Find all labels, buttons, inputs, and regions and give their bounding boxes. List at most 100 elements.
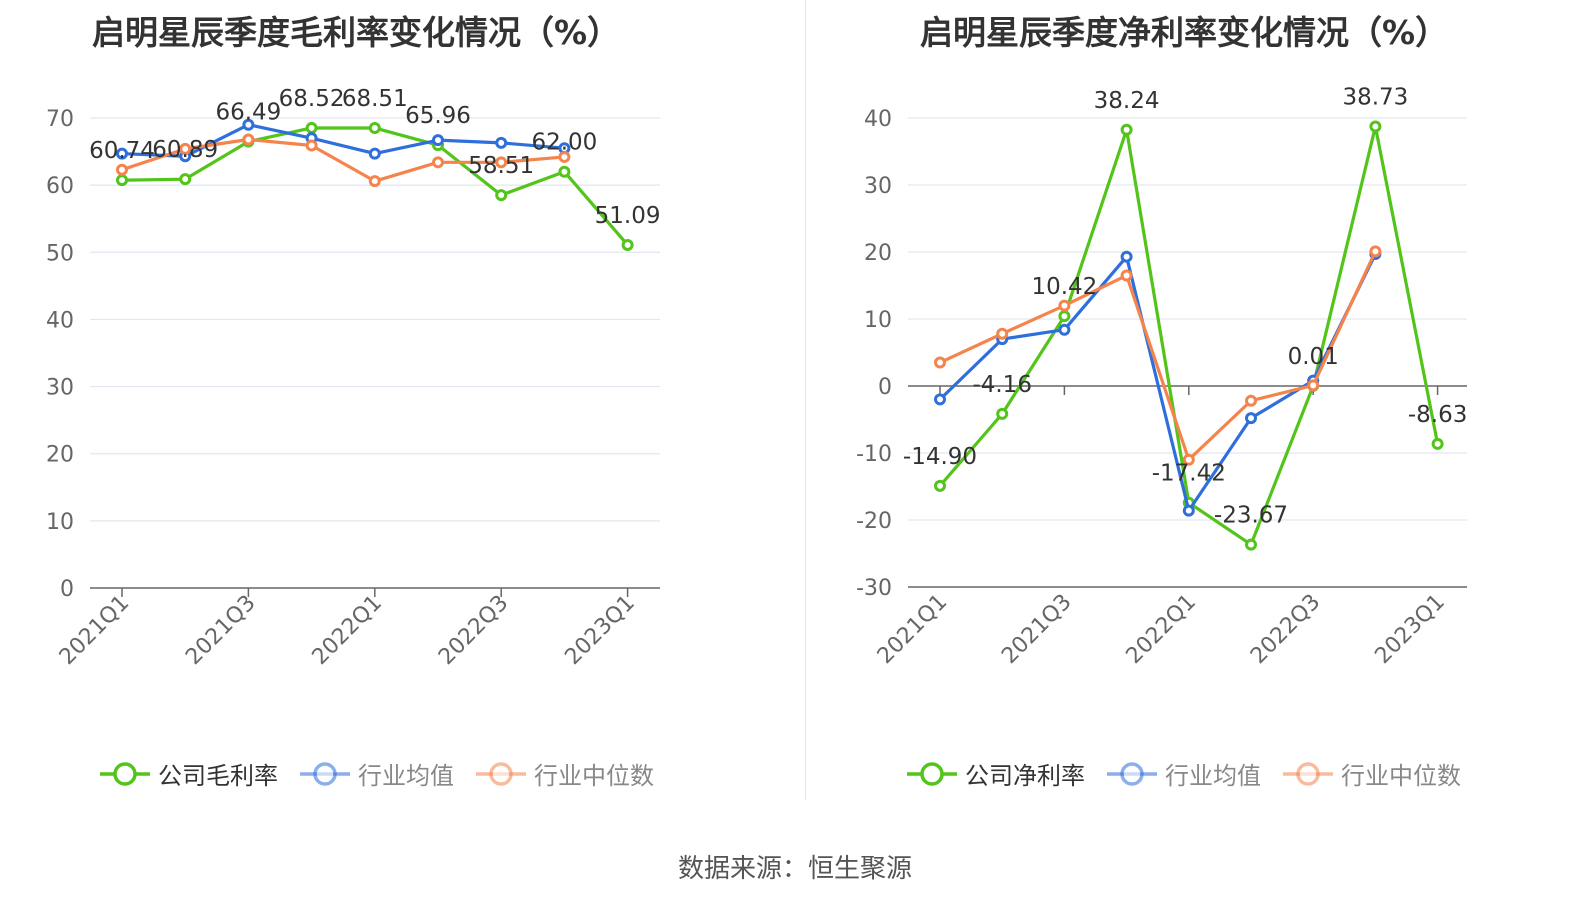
legend-swatch-icon (907, 761, 957, 786)
y-tick-label: 70 (46, 107, 74, 132)
data-label: 66.49 (215, 100, 281, 126)
x-tick-label: 2022Q3 (1246, 590, 1325, 669)
data-point[interactable] (179, 142, 192, 155)
data-point[interactable] (1182, 453, 1195, 466)
legend-item-2[interactable]: 行业中位数 (1283, 756, 1461, 791)
data-point[interactable] (242, 133, 255, 146)
x-tick-label: 2022Q3 (434, 591, 513, 670)
chart-legend: 公司净利率 行业均值 行业中位数 (907, 756, 1483, 791)
y-tick-label: 10 (864, 308, 892, 333)
data-point[interactable] (116, 174, 128, 187)
data-label: -8.63 (1408, 402, 1468, 428)
legend-item-0[interactable]: 公司净利率 (907, 756, 1085, 791)
legend-label: 行业均值 (358, 762, 454, 790)
data-label: 38.73 (1342, 85, 1408, 111)
data-label: 0.01 (1288, 344, 1339, 370)
data-point[interactable] (1431, 437, 1444, 450)
net-margin-chart-panel: 启明星辰季度净利率变化情况（%） -30 -20 -10 0 10 20 30 40 2021Q… (810, 0, 1590, 800)
data-point[interactable] (242, 118, 255, 131)
data-point[interactable] (1058, 323, 1071, 336)
data-point[interactable] (996, 407, 1009, 420)
data-label: 68.52 (279, 86, 345, 112)
data-point[interactable] (1369, 120, 1382, 133)
x-tick-label: 2021Q1 (55, 591, 134, 670)
legend-item-2[interactable]: 行业中位数 (476, 756, 654, 791)
legend-swatch-icon (476, 761, 526, 786)
data-label: 51.09 (595, 203, 661, 229)
y-tick-label: 10 (46, 510, 74, 535)
data-label: -4.16 (972, 372, 1032, 398)
data-point[interactable] (179, 173, 192, 186)
legend-swatch-icon (100, 761, 150, 786)
x-tick-label: 2022Q1 (308, 591, 387, 670)
data-point[interactable] (1245, 538, 1257, 551)
x-tick-label: 2023Q1 (560, 591, 639, 670)
y-tick-label: 30 (46, 376, 74, 401)
data-label: 68.51 (342, 86, 408, 112)
data-label: -17.42 (1152, 461, 1226, 487)
series-line-1 (121, 123, 565, 158)
data-point[interactable] (432, 156, 444, 169)
data-point[interactable] (495, 189, 508, 202)
y-tick-label: -30 (856, 576, 892, 601)
data-label: 60.74 (89, 138, 155, 164)
x-tick-label: 2021Q1 (873, 590, 952, 669)
net-margin-plot: -30 -20 -10 0 10 20 30 40 2021Q1 2021Q3 2022Q1 2022… (856, 85, 1468, 669)
data-point[interactable] (1120, 250, 1133, 263)
data-point[interactable] (621, 238, 634, 251)
y-tick-label: 0 (878, 375, 892, 400)
y-tick-label: 50 (46, 241, 74, 266)
legend-swatch-icon (300, 761, 350, 786)
y-tick-label: 30 (864, 174, 892, 199)
legend-item-0[interactable]: 公司毛利率 (100, 756, 278, 791)
y-tick-label: 0 (60, 577, 74, 602)
data-point[interactable] (305, 139, 318, 152)
data-point[interactable] (495, 136, 508, 149)
gross-margin-plot: 0 10 20 30 40 50 60 70 2021Q1 2021Q3 2022Q1 2022Q3 2… (46, 86, 661, 670)
data-point[interactable] (996, 327, 1009, 340)
data-point[interactable] (934, 479, 946, 492)
data-point[interactable] (1307, 379, 1320, 392)
data-point[interactable] (1120, 269, 1133, 282)
data-point[interactable] (1058, 310, 1071, 323)
panel-divider (805, 0, 806, 800)
data-point[interactable] (432, 134, 444, 147)
data-point[interactable] (305, 121, 318, 134)
gross-margin-chart-panel: 启明星辰季度毛利率变化情况（%） 0 10 20 30 40 50 60 70 2021Q1 20… (0, 0, 800, 800)
y-tick-label: 40 (46, 308, 74, 333)
legend-item-1[interactable]: 行业均值 (1107, 756, 1261, 791)
x-tick-label: 2023Q1 (1370, 590, 1449, 669)
data-point[interactable] (934, 393, 946, 406)
data-label: 38.24 (1094, 88, 1160, 114)
data-label: 65.96 (405, 103, 471, 129)
data-point[interactable] (558, 150, 571, 163)
data-point[interactable] (1245, 412, 1257, 425)
data-point[interactable] (558, 165, 571, 178)
data-point[interactable] (1120, 123, 1133, 136)
x-tick-label: 2021Q3 (997, 590, 1076, 669)
y-tick-label: 40 (864, 107, 892, 132)
data-point[interactable] (368, 122, 381, 135)
legend-swatch-icon (1107, 761, 1157, 786)
data-point[interactable] (495, 156, 508, 169)
data-point[interactable] (368, 175, 381, 188)
data-point[interactable] (1058, 299, 1071, 312)
data-point[interactable] (368, 147, 381, 160)
data-label: 62.00 (531, 130, 597, 156)
y-tick-label: 20 (864, 241, 892, 266)
data-point[interactable] (934, 356, 946, 369)
data-point[interactable] (1245, 394, 1257, 407)
data-point[interactable] (1369, 245, 1382, 258)
legend-label: 公司毛利率 (158, 762, 278, 790)
chart-legend: 公司毛利率 行业均值 行业中位数 (100, 756, 676, 791)
x-tick-label: 2022Q1 (1122, 590, 1201, 669)
legend-item-1[interactable]: 行业均值 (300, 756, 454, 791)
data-point[interactable] (116, 147, 128, 160)
y-tick-label: 20 (46, 443, 74, 468)
data-point[interactable] (116, 163, 128, 176)
series-line-2 (121, 137, 565, 183)
data-point[interactable] (1182, 504, 1195, 517)
legend-label: 行业均值 (1165, 762, 1261, 790)
x-tick-label: 2021Q3 (181, 591, 260, 670)
y-tick-label: 60 (46, 174, 74, 199)
